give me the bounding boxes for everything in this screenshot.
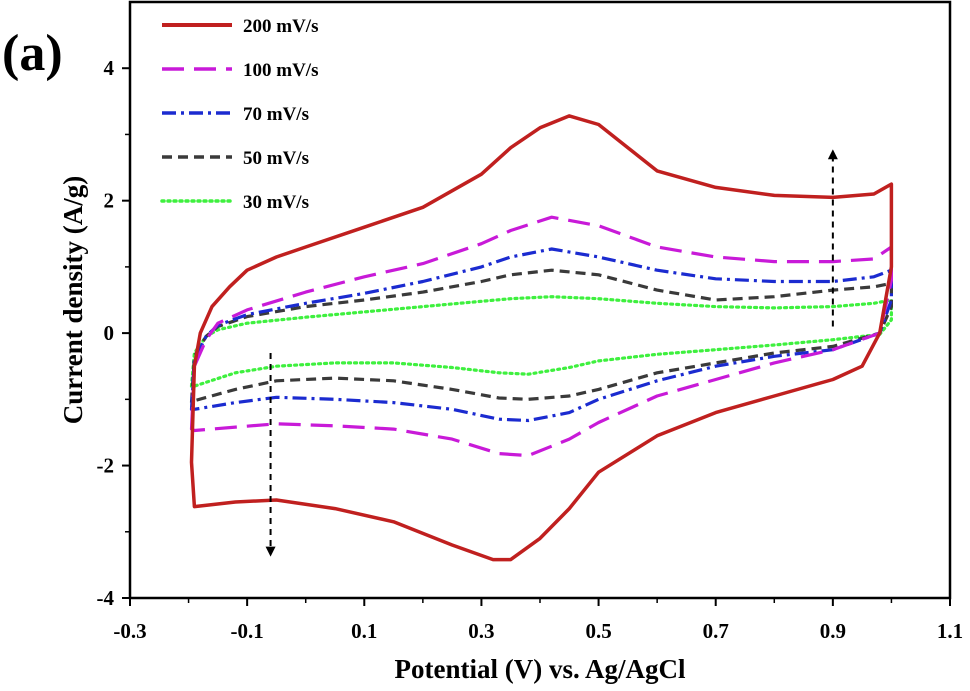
legend: 200 mV/s 100 mV/s 70 mV/s 50 mV/s 30 mV/s <box>160 16 318 213</box>
x-tick-label: 0.3 <box>468 619 494 643</box>
series-100-mv-s <box>189 215 893 458</box>
x-tick-label: 0.9 <box>820 619 846 643</box>
legend-label: 200 mV/s <box>243 16 318 37</box>
panel-label: (a) <box>2 25 63 82</box>
x-tick-label: 0.7 <box>703 619 729 643</box>
plot-frame <box>128 0 952 600</box>
y-axis: -4 -2 0 2 4 <box>97 56 130 610</box>
data-series <box>189 114 894 562</box>
legend-label: 30 mV/s <box>243 192 309 213</box>
legend-label: 50 mV/s <box>243 148 309 169</box>
x-tick-label: 0.5 <box>585 619 611 643</box>
legend-label: 70 mV/s <box>243 104 309 125</box>
y-axis-title: Current density (A/g) <box>58 176 88 424</box>
y-tick-label: 0 <box>104 321 115 345</box>
scan-rate-arrows <box>265 149 838 557</box>
legend-label: 100 mV/s <box>243 60 318 81</box>
series-30-mv-s <box>189 295 893 388</box>
series-50-mv-s <box>189 268 893 405</box>
y-tick-label: 2 <box>104 189 115 213</box>
x-tick-label: -0.1 <box>231 619 264 643</box>
series-200-mv-s <box>189 114 894 562</box>
y-tick-label: -2 <box>97 454 115 478</box>
x-tick-label: 1.1 <box>937 619 963 643</box>
x-tick-label: 0.1 <box>351 619 377 643</box>
x-tick-label: -0.3 <box>113 619 146 643</box>
y-tick-label: 4 <box>104 56 115 80</box>
y-tick-label: -4 <box>97 586 115 610</box>
x-axis: -0.3 -0.1 0.1 0.3 0.5 0.7 0.9 1.1 <box>113 598 963 643</box>
series-70-mv-s <box>189 247 893 423</box>
x-axis-title: Potential (V) vs. Ag/AgCl <box>395 654 686 684</box>
